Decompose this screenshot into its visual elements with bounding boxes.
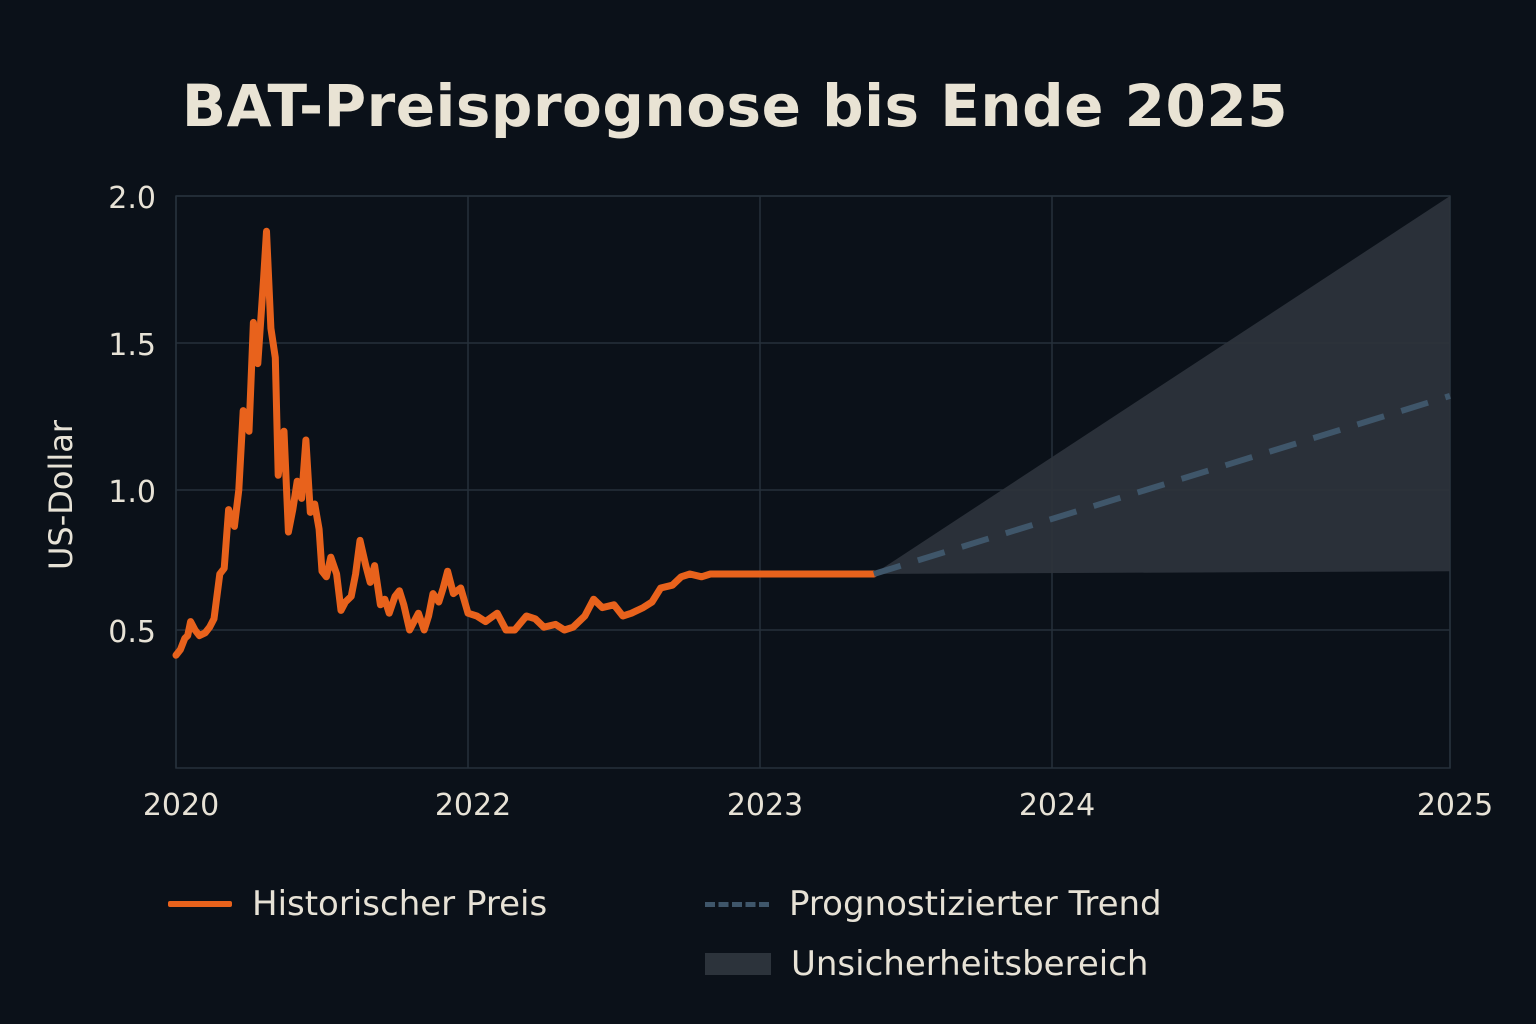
uncertainty-band [873, 196, 1450, 574]
legend-historical: Historischer Preis [168, 884, 547, 924]
tick-labels-layer: 0.5 1.0 1.5 2.0 2020 2022 2023 2024 2025 [108, 181, 1493, 823]
y-tick-label: 0.5 [108, 615, 156, 650]
legend-trend: Prognostizierter Trend [705, 884, 1162, 924]
historical-price-line [172, 227, 878, 659]
legend-band-swatch [705, 953, 771, 975]
legend-historical-swatch [168, 901, 232, 907]
y-tick-label: 1.5 [108, 328, 156, 363]
legend-band-label: Unsicherheitsbereich [791, 944, 1149, 984]
legend-trend-swatch [705, 901, 769, 907]
x-tick-label: 2025 [1417, 788, 1493, 823]
chart-title: BAT-Preisprognose bis Ende 2025 [181, 72, 1289, 140]
forecast-trend-line [873, 393, 1451, 577]
legend-trend-label: Prognostizierter Trend [789, 884, 1162, 924]
x-tick-label: 2023 [727, 788, 803, 823]
y-tick-label: 2.0 [108, 181, 156, 216]
y-axis-label: US-Dollar [42, 419, 80, 570]
series-layer [172, 227, 1451, 659]
legend-band: Unsicherheitsbereich [705, 944, 1148, 984]
x-tick-label: 2024 [1019, 788, 1095, 823]
x-tick-label: 2020 [143, 788, 219, 823]
legend-historical-label: Historischer Preis [252, 884, 548, 924]
uncertainty-band-layer [873, 196, 1450, 574]
x-tick-label: 2022 [435, 788, 511, 823]
y-tick-label: 1.0 [108, 475, 156, 510]
